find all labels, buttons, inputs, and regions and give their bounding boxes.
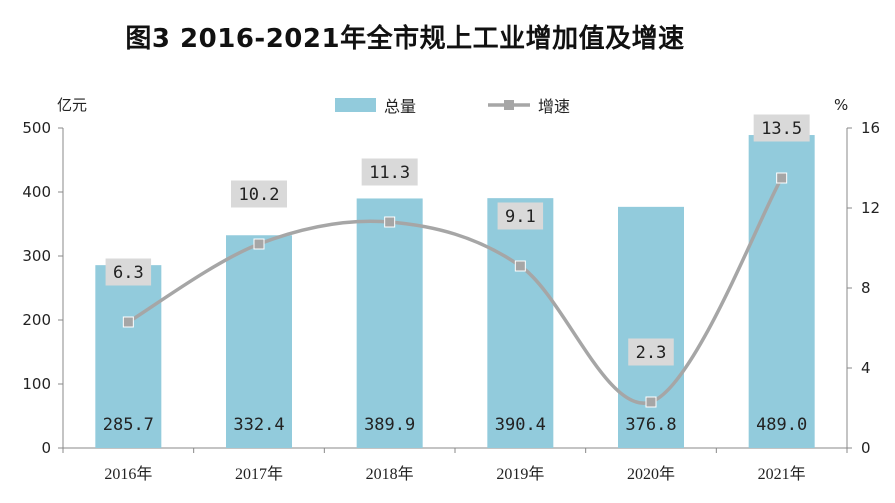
y-right-tick-label: 4 bbox=[861, 359, 871, 377]
bar-value-label: 390.4 bbox=[495, 415, 546, 435]
x-tick-label: 2018年 bbox=[366, 465, 414, 483]
bar-value-label: 376.8 bbox=[625, 415, 676, 435]
growth-point-2016年 bbox=[122, 316, 134, 328]
axes: 0 100 200 300 400 500 0 4 8 12 16 亿元 % 2016年 2017年 2018… bbox=[22, 96, 880, 483]
bar-2017年 bbox=[226, 235, 292, 448]
growth-line bbox=[122, 172, 788, 408]
legend: 总量 增速 bbox=[335, 97, 570, 116]
growth-label-box bbox=[628, 338, 674, 366]
growth-point-2021年 bbox=[776, 172, 788, 184]
y-left-tick-label: 300 bbox=[22, 247, 51, 265]
x-tick-label: 2020年 bbox=[627, 465, 675, 483]
growth-value-label: 6.3 bbox=[113, 263, 144, 283]
bar-2020年 bbox=[618, 206, 684, 448]
x-tick-label: 2019年 bbox=[496, 465, 544, 483]
y-left-tick-label: 500 bbox=[22, 119, 51, 137]
y-left-tick-label: 200 bbox=[22, 311, 51, 329]
legend-line-label: 增速 bbox=[538, 97, 570, 116]
bar-value-label: 332.4 bbox=[233, 415, 284, 435]
bars bbox=[95, 135, 815, 449]
growth-label-box bbox=[753, 114, 810, 142]
growth-point-2019年 bbox=[514, 260, 526, 272]
y-right-tick-label: 12 bbox=[861, 199, 880, 217]
y-left-tick-label: 0 bbox=[41, 439, 51, 457]
growth-value-label: 2.3 bbox=[636, 343, 667, 363]
growth-value-label: 10.2 bbox=[239, 185, 280, 205]
growth-point-2017年 bbox=[253, 238, 265, 250]
growth-line-path bbox=[127, 177, 784, 405]
bar-value-label: 389.9 bbox=[364, 415, 415, 435]
y-right-tick-label: 0 bbox=[861, 439, 871, 457]
bar-value-label: 489.0 bbox=[756, 415, 807, 435]
growth-label-box bbox=[105, 258, 152, 286]
growth-value-label: 9.1 bbox=[505, 207, 536, 227]
growth-label-box bbox=[497, 202, 544, 230]
bar-2018年 bbox=[356, 198, 423, 448]
bar-2021年 bbox=[748, 135, 815, 449]
bar-value-label: 285.7 bbox=[103, 415, 154, 435]
bar-2019年 bbox=[487, 198, 554, 448]
y-left-tick-label: 400 bbox=[22, 183, 51, 201]
x-tick-label: 2021年 bbox=[758, 465, 806, 483]
y-right-tick-label: 8 bbox=[861, 279, 871, 297]
y-left-unit: 亿元 bbox=[57, 96, 87, 114]
growth-point-2018年 bbox=[384, 216, 396, 228]
x-tick-label: 2016年 bbox=[104, 465, 152, 483]
growth-label-box bbox=[231, 180, 287, 208]
bar-2016年 bbox=[95, 265, 162, 448]
y-right-tick-label: 16 bbox=[861, 119, 880, 137]
growth-value-label: 13.5 bbox=[761, 119, 802, 139]
y-left-tick-label: 100 bbox=[22, 375, 51, 393]
legend-bar-swatch bbox=[335, 98, 376, 112]
chart-title: 图3 2016-2021年全市规上工业增加值及增速 bbox=[125, 24, 685, 54]
y-right-unit: % bbox=[834, 96, 848, 114]
data-labels: 285.7 332.4 389.9 390.4 376.8 489.0 6.3 10.2 11.… bbox=[103, 114, 810, 435]
growth-label-box bbox=[361, 158, 418, 186]
x-tick-label: 2017年 bbox=[235, 465, 283, 483]
legend-line-marker bbox=[504, 100, 514, 110]
growth-point-2020年 bbox=[645, 396, 657, 408]
growth-value-label: 11.3 bbox=[369, 163, 410, 183]
legend-bar-label: 总量 bbox=[384, 97, 416, 116]
